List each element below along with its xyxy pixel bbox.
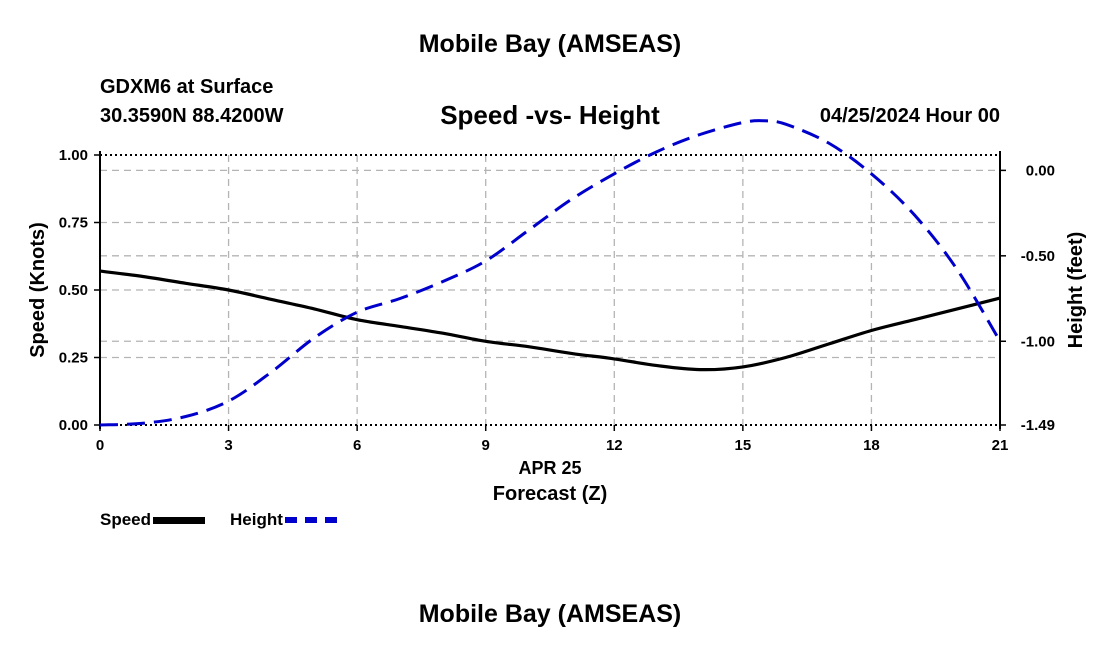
chart-subtitle: Speed -vs- Height — [440, 100, 660, 130]
chart-title: Mobile Bay (AMSEAS) — [418, 30, 682, 58]
forecast-datetime: 04/25/2024 Hour 00 — [819, 105, 1000, 127]
x-tick-label: 6 — [353, 437, 361, 454]
legend-swatch-speed — [153, 516, 206, 524]
x-tick-label: 12 — [606, 437, 623, 454]
y-tick-label: 0.75 — [59, 215, 88, 232]
y-tick-label: 0.00 — [59, 417, 88, 434]
x-axis-sublabel: APR 25 — [518, 458, 581, 478]
legend-swatch-height — [284, 517, 337, 523]
y-axis-label: Speed (Knots) — [27, 222, 49, 358]
y2-tick-label: -1.49 — [1021, 417, 1055, 434]
series-line-height — [99, 119, 1002, 427]
footer-title: Mobile Bay (AMSEAS) — [418, 600, 682, 628]
x-tick-label: 3 — [224, 437, 232, 454]
y2-axis-label: Height (feet) — [1065, 232, 1087, 349]
y2-tick-label: -1.00 — [1021, 333, 1055, 350]
y2-tick-label: 0.00 — [1026, 162, 1055, 179]
y-tick-label: 0.50 — [59, 282, 88, 299]
legend-label-speed: Speed — [100, 510, 152, 529]
station-label: GDXM6 at Surface — [100, 76, 274, 98]
y-tick-label: 1.00 — [59, 147, 88, 164]
x-axis-label: Forecast (Z) — [493, 483, 607, 505]
legend-item-speed: Speed — [100, 509, 206, 531]
x-tick-label: 9 — [482, 437, 490, 454]
legend-label-height: Height — [230, 510, 283, 529]
y-tick-label: 0.25 — [59, 350, 88, 367]
y2-tick-label: -0.50 — [1021, 248, 1055, 265]
x-tick-label: 18 — [863, 437, 880, 454]
x-tick-label: 21 — [992, 437, 1009, 454]
series-line-speed — [99, 269, 1001, 372]
legend-item-height: Height — [230, 509, 337, 531]
station-coordinates: 30.3590N 88.4200W — [100, 105, 284, 127]
x-tick-label: 0 — [96, 437, 104, 454]
x-tick-label: 15 — [735, 437, 752, 454]
